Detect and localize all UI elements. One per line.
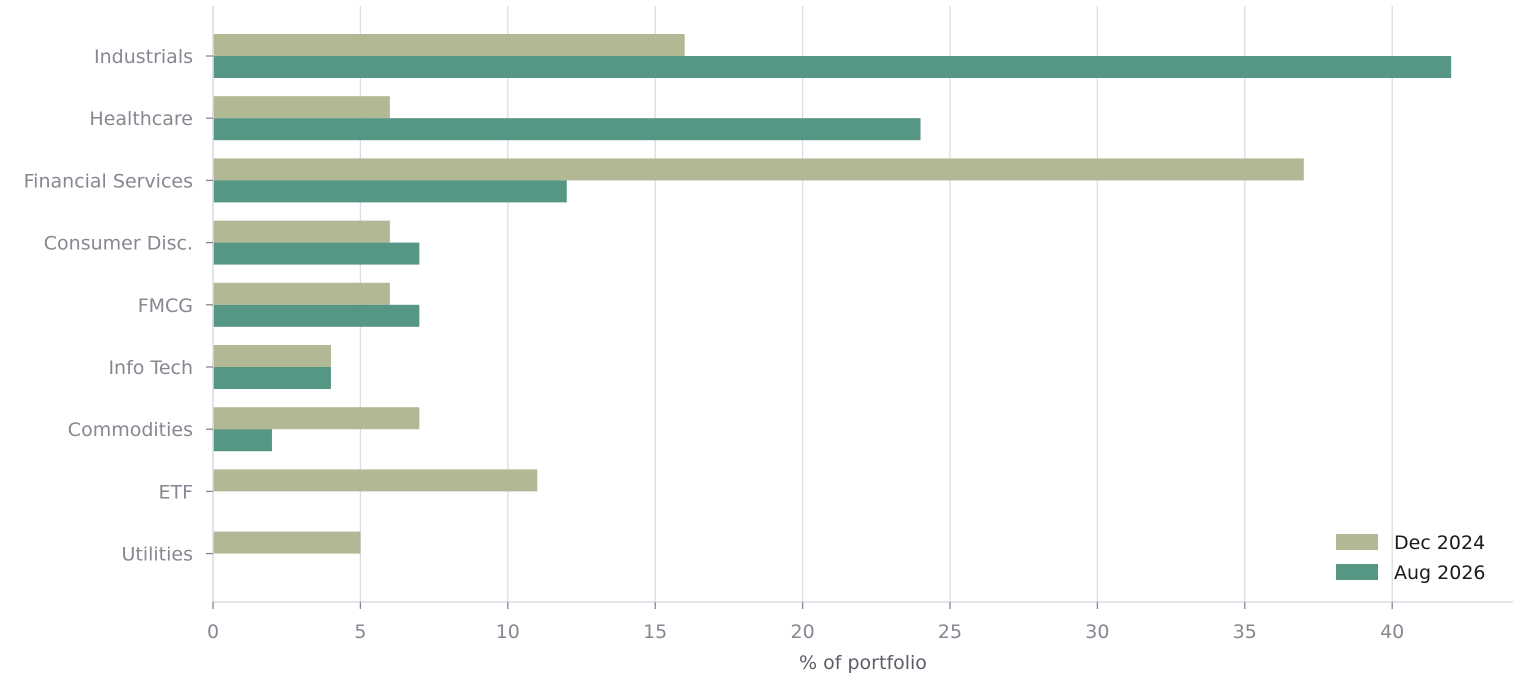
grid-lines — [359, 6, 1393, 602]
bar-dec-2024 — [213, 407, 420, 430]
y-tick-label: Consumer Disc. — [44, 233, 193, 255]
legend: Dec 2024 Aug 2026 — [1336, 532, 1486, 584]
y-tick-label: Info Tech — [108, 357, 193, 379]
x-tick-label: 30 — [1085, 621, 1109, 643]
x-tick-label: 10 — [496, 621, 520, 643]
bar-aug-2026 — [213, 429, 272, 452]
x-axis-ticks: 0 5 10 15 20 25 30 35 40 — [207, 602, 1404, 643]
bar-aug-2026 — [213, 118, 921, 141]
axes — [212, 6, 1513, 603]
bar-aug-2026 — [213, 242, 420, 265]
bar-dec-2024 — [213, 34, 685, 56]
y-tick-label: Financial Services — [24, 170, 193, 192]
y-tick-label: FMCG — [138, 295, 193, 317]
bar-aug-2026 — [213, 180, 567, 203]
y-tick-label: Healthcare — [89, 108, 193, 130]
bars — [213, 34, 1452, 554]
legend-label: Aug 2026 — [1394, 562, 1486, 584]
legend-swatch — [1336, 534, 1378, 550]
x-tick-label: 15 — [643, 621, 667, 643]
bar-dec-2024 — [213, 158, 1304, 181]
x-axis-label: % of portfolio — [799, 652, 927, 674]
bar-dec-2024 — [213, 282, 390, 305]
legend-label: Dec 2024 — [1394, 532, 1485, 554]
y-tick-label: Utilities — [121, 544, 193, 566]
bar-dec-2024 — [213, 220, 390, 243]
bar-dec-2024 — [213, 96, 390, 119]
x-tick-label: 40 — [1380, 621, 1404, 643]
bar-aug-2026 — [213, 56, 1452, 78]
bar-dec-2024 — [213, 345, 331, 367]
legend-swatch — [1336, 564, 1378, 580]
x-tick-label: 5 — [354, 621, 366, 643]
bar-aug-2026 — [213, 304, 420, 327]
y-axis-ticks: Industrials Healthcare Financial Services C… — [24, 46, 213, 566]
x-tick-label: 0 — [207, 621, 219, 643]
y-tick-label: Industrials — [94, 46, 193, 68]
bar-dec-2024 — [213, 469, 538, 492]
x-tick-label: 25 — [938, 621, 962, 643]
x-tick-label: 20 — [791, 621, 815, 643]
bar-aug-2026 — [213, 367, 331, 389]
bar-dec-2024 — [213, 531, 361, 554]
y-tick-label: Commodities — [68, 419, 193, 441]
x-tick-label: 35 — [1233, 621, 1257, 643]
y-tick-label: ETF — [158, 481, 193, 503]
